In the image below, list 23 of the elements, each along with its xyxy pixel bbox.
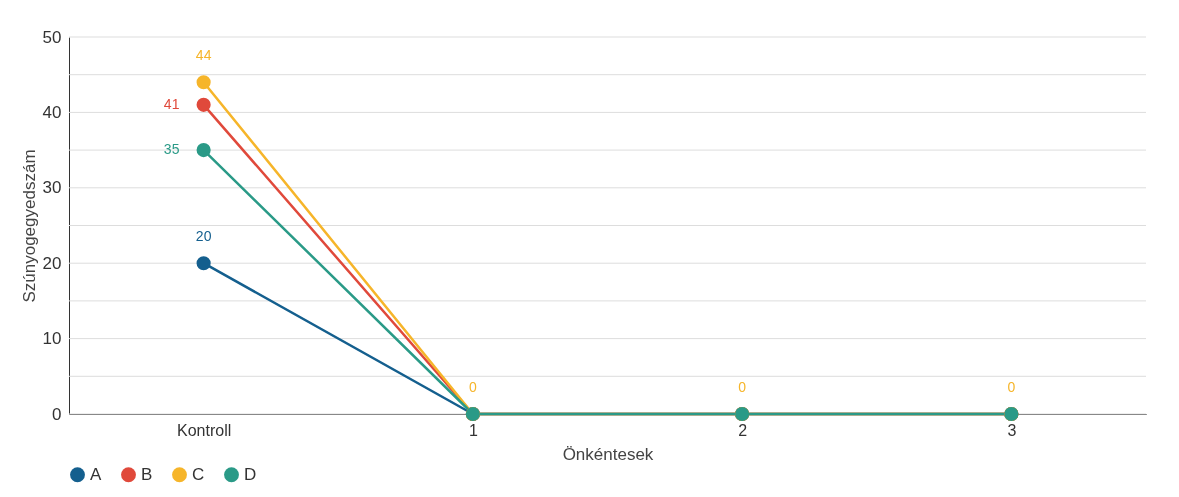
y-tick-label: 50 [42, 27, 62, 47]
legend-label: C [192, 464, 205, 484]
data-label: 0 [738, 379, 747, 395]
data-label: 44 [195, 47, 212, 64]
y-tick-label: 0 [52, 404, 62, 424]
legend-label: A [90, 464, 102, 484]
x-tick-label: Kontroll [177, 421, 232, 439]
y-tick-label: 20 [42, 253, 62, 273]
x-tick-label: 1 [468, 421, 478, 439]
y-tick-label: 40 [42, 102, 62, 122]
data-label: 35 [163, 141, 180, 158]
x-tick-label: 3 [1007, 421, 1017, 439]
x-axis-title: Önkéntesek [562, 444, 654, 464]
y-axis-title: Szúnyogegyedszám [19, 149, 39, 303]
data-label: 0 [468, 379, 477, 395]
data-label: 0 [1007, 379, 1016, 395]
x-tick-label: 2 [738, 421, 748, 439]
y-tick-label: 10 [42, 329, 62, 349]
legend-label: B [141, 464, 153, 484]
y-tick-label: 30 [42, 178, 62, 198]
data-label: 41 [163, 95, 180, 112]
legend-label: D [244, 464, 257, 484]
data-label: 20 [195, 228, 212, 245]
